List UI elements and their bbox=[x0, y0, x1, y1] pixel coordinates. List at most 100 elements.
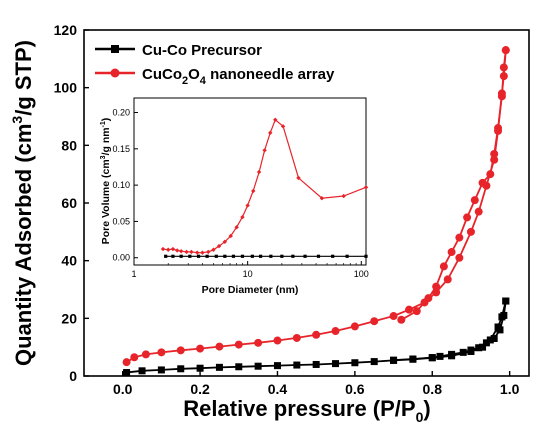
data-point-precursor bbox=[448, 350, 456, 358]
data-point-cuco2o4 bbox=[312, 330, 321, 339]
data-point-precursor bbox=[273, 362, 281, 370]
inset-y-tick-label: 0.20 bbox=[112, 108, 130, 118]
inset-data-point-cuco2o4 bbox=[216, 243, 222, 249]
data-point-precursor bbox=[293, 361, 301, 369]
data-point-cuco2o4 bbox=[397, 315, 406, 324]
inset-data-point-precursor bbox=[345, 254, 349, 258]
inset-y-axis-label: Pore Volume (cm3/g nm-1) bbox=[100, 118, 112, 245]
data-point-cuco2o4 bbox=[157, 348, 166, 357]
inset-data-point-cuco2o4 bbox=[178, 249, 184, 254]
main-x-tick-label: 0.0 bbox=[113, 381, 133, 397]
data-point-cuco2o4 bbox=[455, 233, 464, 242]
data-point-cuco2o4 bbox=[141, 350, 150, 359]
inset-data-point-cuco2o4 bbox=[296, 175, 301, 181]
inset-data-point-cuco2o4 bbox=[195, 250, 200, 255]
inset-data-point-precursor bbox=[240, 254, 245, 258]
inset-data-point-cuco2o4 bbox=[175, 248, 180, 253]
data-point-cuco2o4 bbox=[490, 149, 499, 158]
inset-x-axis: 1 10 100 bbox=[131, 261, 369, 279]
inset-y-tick-label: 0.10 bbox=[112, 180, 130, 190]
inset-data-point-precursor bbox=[214, 254, 218, 258]
main-y-axis-label: Quantity Adsorbed (cm3/g STP) bbox=[9, 40, 36, 366]
data-point-cuco2o4 bbox=[370, 317, 379, 326]
inset-data-point-cuco2o4 bbox=[200, 250, 205, 255]
main-y-tick-label: 80 bbox=[61, 137, 77, 153]
data-point-cuco2o4 bbox=[497, 92, 506, 101]
inset-data-point-cuco2o4 bbox=[234, 225, 239, 230]
inset-data-point-precursor bbox=[171, 254, 175, 258]
inset-data-point-cuco2o4 bbox=[166, 247, 171, 252]
data-point-cuco2o4 bbox=[470, 196, 479, 205]
data-point-precursor bbox=[467, 346, 475, 354]
inset-data-point-precursor bbox=[291, 254, 295, 258]
main-y-tick-label: 40 bbox=[61, 253, 77, 269]
inset-x-tick-label: 100 bbox=[354, 269, 369, 279]
main-x-tick-label: 0.4 bbox=[268, 381, 288, 397]
main-x-tick-label: 0.8 bbox=[423, 381, 443, 397]
data-point-precursor bbox=[254, 362, 262, 370]
inset-data-point-cuco2o4 bbox=[268, 130, 273, 136]
main-x-tick-label: 1.0 bbox=[500, 381, 520, 397]
main-chart: 0.0 0.2 0.4 0.6 0.8 1.0 0 20 40 60 80 100 120 Relat… bbox=[9, 22, 530, 425]
inset-data-point-cuco2o4 bbox=[280, 124, 286, 129]
main-legend: Cu-Co Precursor CuCo2O4 nanoneedle array bbox=[95, 42, 335, 87]
inset-data-point-precursor bbox=[316, 254, 321, 258]
data-point-precursor bbox=[390, 356, 398, 364]
data-point-precursor bbox=[490, 335, 498, 343]
data-point-cuco2o4 bbox=[122, 358, 131, 367]
inset-data-point-cuco2o4 bbox=[273, 117, 278, 122]
inset-data-point-cuco2o4 bbox=[262, 148, 267, 153]
inset-chart: 1 10 100 0.00 0.05 0.10 0.15 0.20 Pore Diamete… bbox=[100, 97, 369, 296]
data-point-precursor bbox=[177, 365, 185, 373]
data-point-cuco2o4 bbox=[196, 344, 205, 353]
data-point-cuco2o4 bbox=[234, 340, 243, 349]
data-point-cuco2o4 bbox=[494, 124, 503, 133]
data-point-cuco2o4 bbox=[439, 262, 448, 271]
data-point-precursor bbox=[482, 339, 490, 347]
data-point-precursor bbox=[123, 369, 131, 377]
inset-data-point-precursor bbox=[196, 254, 201, 258]
main-y-tick-label: 60 bbox=[61, 195, 77, 211]
data-point-cuco2o4 bbox=[292, 333, 301, 342]
inset-data-point-cuco2o4 bbox=[240, 214, 245, 220]
data-point-precursor bbox=[502, 297, 510, 305]
inset-data-point-cuco2o4 bbox=[160, 246, 166, 252]
inset-data-point-cuco2o4 bbox=[256, 169, 262, 175]
data-point-cuco2o4 bbox=[215, 342, 224, 351]
data-point-cuco2o4 bbox=[447, 248, 456, 257]
data-point-cuco2o4 bbox=[474, 207, 483, 216]
data-point-cuco2o4 bbox=[405, 305, 414, 314]
inset-y-tick-label: 0.15 bbox=[112, 144, 130, 154]
inset-data-point-precursor bbox=[280, 254, 284, 258]
inset-data-point-precursor bbox=[258, 254, 263, 258]
data-point-cuco2o4 bbox=[501, 46, 510, 55]
data-point-cuco2o4 bbox=[463, 213, 472, 222]
data-point-cuco2o4 bbox=[443, 275, 452, 284]
data-point-precursor bbox=[235, 363, 243, 371]
data-point-precursor bbox=[436, 352, 444, 360]
data-point-cuco2o4 bbox=[486, 170, 495, 179]
data-point-cuco2o4 bbox=[331, 327, 340, 336]
inset-data-point-precursor bbox=[164, 254, 168, 258]
inset-data-point-cuco2o4 bbox=[184, 249, 189, 255]
legend-item-cu-co-precursor: Cu-Co Precursor bbox=[95, 42, 262, 59]
inset-y-tick-label: 0.00 bbox=[112, 253, 130, 263]
data-point-cuco2o4 bbox=[273, 336, 282, 345]
data-point-precursor bbox=[475, 344, 483, 352]
inset-data-point-precursor bbox=[179, 254, 183, 258]
inset-data-point-cuco2o4 bbox=[251, 188, 256, 194]
inset-data-point-precursor bbox=[223, 254, 227, 258]
data-point-precursor bbox=[459, 348, 467, 356]
data-point-precursor bbox=[479, 343, 487, 351]
inset-data-point-precursor bbox=[303, 254, 307, 258]
data-point-precursor bbox=[500, 311, 508, 319]
legend-item-cuco2o4: CuCo2O4 nanoneedle array bbox=[95, 66, 335, 87]
main-y-axis: 0 20 40 60 80 100 120 bbox=[54, 22, 89, 384]
inset-data-point-cuco2o4 bbox=[211, 247, 216, 252]
inset-data-point-precursor bbox=[331, 254, 335, 258]
inset-data-point-cuco2o4 bbox=[363, 185, 369, 190]
main-x-tick-label: 0.6 bbox=[345, 381, 365, 397]
series-line-cuco2o4-desorption bbox=[400, 50, 507, 321]
inset-data-point-cuco2o4 bbox=[245, 203, 250, 208]
